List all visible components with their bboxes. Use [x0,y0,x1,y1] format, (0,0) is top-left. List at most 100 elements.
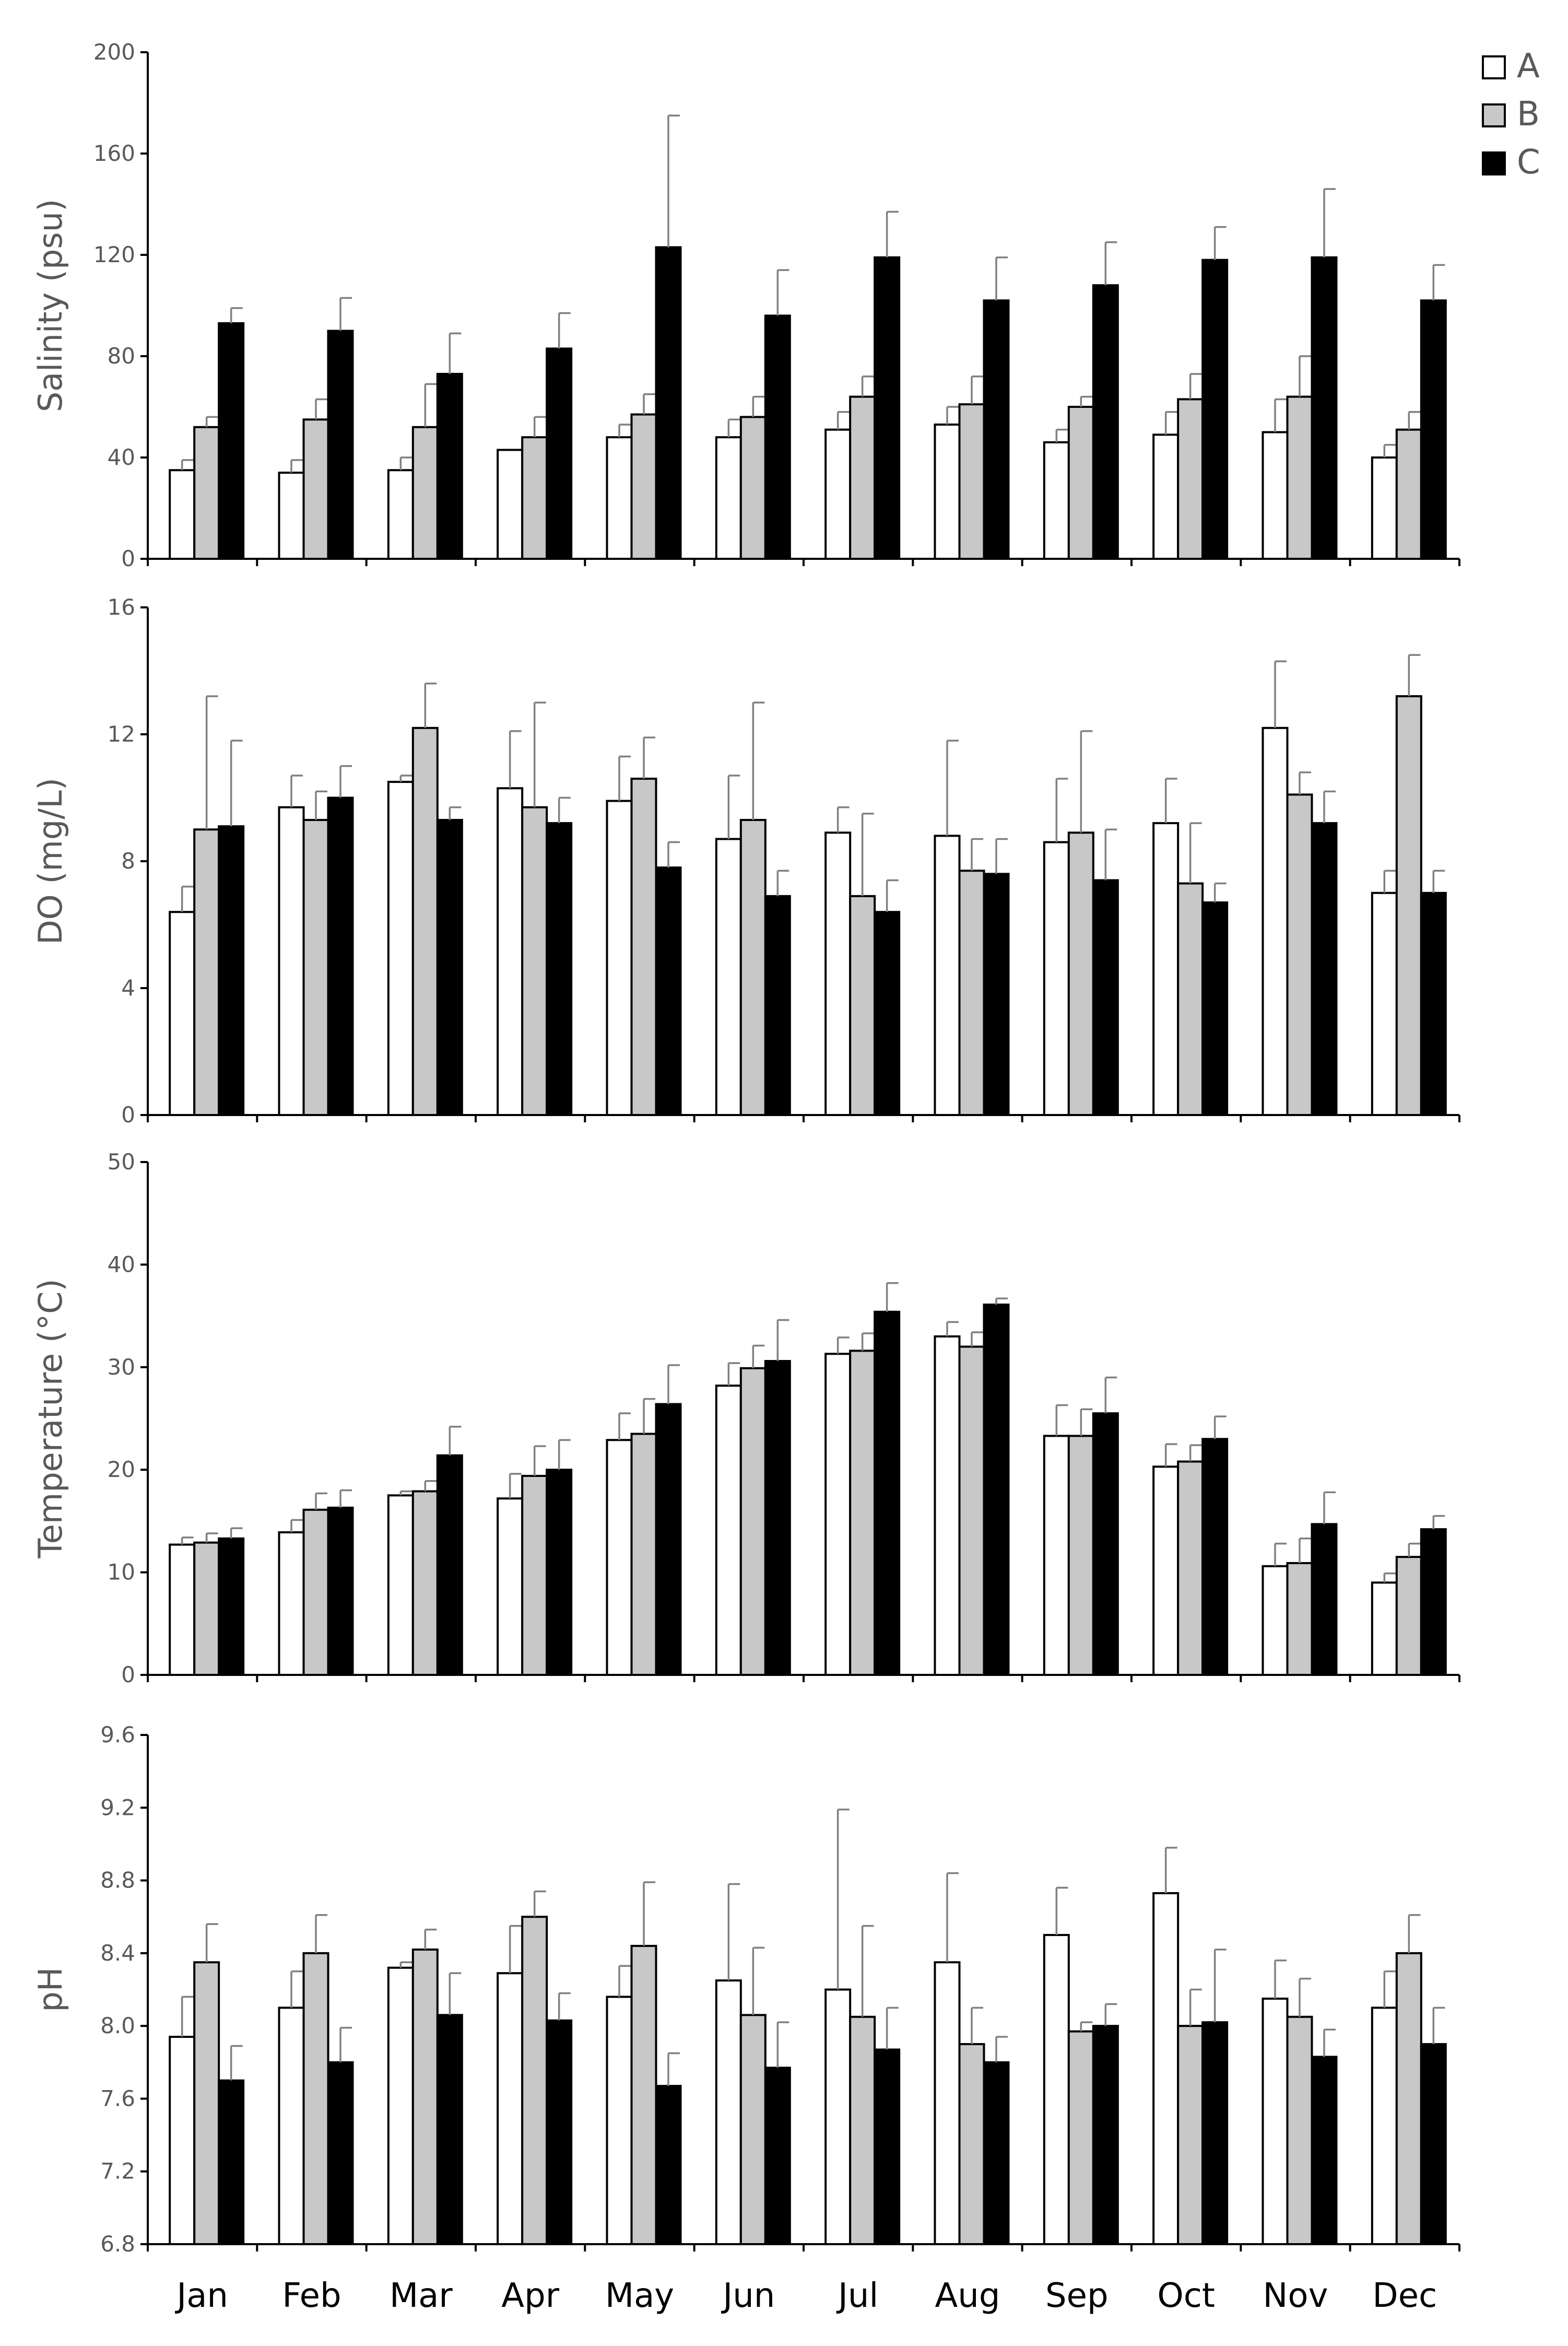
bar-c-feb [327,796,354,1116]
error-bar [1299,1977,1311,2017]
error-bar [1323,1491,1336,1524]
error-bar [752,701,765,820]
error-bar [618,1412,631,1440]
error-bar [861,376,874,397]
month-label-jul: Jul [836,2277,878,2315]
bar-b-dec [1395,1952,1422,2246]
error-bar [946,406,959,425]
error-bar [449,332,462,374]
error-bar [1189,1444,1202,1462]
bar-c-feb [327,1506,354,1676]
error-bar [1383,1572,1396,1583]
error-bar [1080,730,1093,833]
error-bar [1274,660,1287,728]
error-bar [1383,870,1396,893]
bar-c-mar [436,1454,463,1676]
y-tick-label: 0 [121,546,135,571]
bar-a-dec [1371,892,1398,1116]
bar-a-may [606,800,633,1116]
error-bar [290,775,303,807]
bar-b-sep [1067,406,1094,560]
bar-c-apr [546,2019,573,2246]
error-bar [995,256,1008,301]
bar-b-jul [849,395,876,560]
error-bar [886,210,899,257]
bar-b-aug [958,870,985,1116]
error-bar [1408,410,1421,430]
error-bar [339,2026,352,2062]
error-bar [1080,395,1093,407]
error-bar [1189,822,1202,884]
bar-b-apr [521,1474,548,1676]
bar-a-apr [497,1497,524,1676]
bar-a-may [606,436,633,560]
error-bar [727,1362,740,1386]
y-tick-label: 12 [108,721,135,747]
error-bar [643,736,655,779]
error-bar [1432,870,1445,893]
error-bar [1383,1970,1396,2008]
y-tick-label: 8.0 [100,2013,135,2038]
error-bar [205,695,218,830]
error-bar [946,1321,959,1336]
bar-b-apr [521,436,548,560]
error-bar [886,879,899,912]
legend-label-c: C [1517,143,1540,182]
bar-b-jan [193,426,220,560]
error-bar [752,395,765,417]
y-tick-label: 80 [108,343,135,369]
error-bar [1213,1949,1227,2023]
bar-a-nov [1262,1565,1289,1676]
legend-swatch-a [1482,55,1506,79]
bar-a-jun [715,1979,742,2246]
error-bar [727,1883,740,1981]
bar-b-apr [521,1916,548,2246]
bar-b-may [630,1944,657,2245]
error-bar [1323,188,1336,257]
error-bar [533,701,546,807]
bar-c-jun [764,2067,791,2246]
panel-2: 0 4 8 12 16 DO (mg/L) [31,594,1460,1128]
bar-a-jul [824,1353,852,1676]
bar-b-nov [1286,395,1313,560]
error-bar [558,796,571,824]
bar-c-apr [546,1469,573,1676]
y-axis-title: Temperature (°C) [31,1278,69,1558]
error-bar [1080,2021,1093,2032]
error-bar [1299,771,1311,795]
bar-b-mar [411,726,439,1116]
error-bar [861,1925,874,2017]
y-tick-label: 9.6 [100,1722,135,1747]
error-bar [618,1965,631,1997]
bar-b-oct [1177,2025,1204,2245]
error-bar [667,841,680,868]
y-axis-title: pH [31,1967,69,2012]
error-bar [776,1319,789,1362]
bar-b-jul [849,2015,876,2246]
error-bar [399,1490,412,1496]
error-bar [315,1492,327,1510]
error-bar [339,765,352,798]
error-bar [1274,398,1287,432]
bar-c-nov [1311,256,1338,560]
bar-b-jan [193,1961,220,2245]
bar-c-dec [1420,299,1447,560]
bar-b-oct [1177,1460,1204,1676]
bar-a-dec [1371,1581,1398,1676]
error-bar [643,393,655,415]
bar-a-sep [1043,1934,1070,2245]
error-bar [399,775,412,782]
error-bar [1383,444,1396,458]
error-bar [886,2007,899,2050]
error-bar [315,398,327,420]
bar-c-jun [764,1360,791,1676]
error-bar [1164,778,1177,824]
error-bar [424,1928,437,1950]
error-bar [290,459,303,473]
bar-b-jan [193,828,220,1116]
bar-c-aug [983,1303,1010,1676]
error-bar [230,307,243,323]
error-bar [509,1473,522,1499]
error-bar [230,740,243,827]
